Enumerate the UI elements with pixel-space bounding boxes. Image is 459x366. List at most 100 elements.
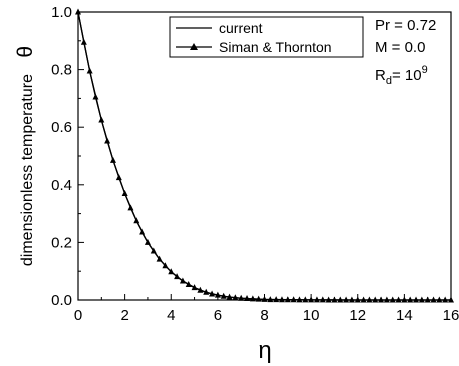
data-point: [308, 296, 315, 303]
data-point: [255, 295, 262, 302]
data-point: [284, 296, 291, 303]
data-point: [80, 38, 87, 45]
data-point: [448, 296, 454, 303]
x-tick-label: 6: [214, 307, 222, 324]
y-tick-label: 0.4: [51, 177, 72, 194]
annotation-rd: Rd= 109: [375, 64, 428, 87]
data-point: [436, 296, 443, 303]
data-point: [319, 296, 326, 303]
annotation-rd-sub: d: [386, 75, 392, 87]
parameter-annotations: Pr = 0.72 M = 0.0 Rd= 109: [375, 17, 436, 87]
data-point: [232, 294, 239, 301]
y-tick-label: 1.0: [51, 4, 72, 21]
data-point: [174, 273, 181, 280]
data-point: [104, 137, 111, 144]
data-point: [109, 156, 116, 163]
data-point: [115, 174, 122, 181]
data-point: [296, 296, 303, 303]
data-point: [226, 293, 233, 300]
data-point: [75, 8, 81, 15]
annotation-m: M = 0.0: [375, 39, 425, 56]
data-point: [430, 296, 437, 303]
data-point: [442, 296, 449, 303]
legend: current Siman & Thornton: [169, 16, 364, 58]
data-point: [424, 296, 431, 303]
annotation-rd-eq: = 10: [392, 67, 422, 84]
data-point: [331, 296, 338, 303]
data-point: [302, 296, 309, 303]
data-point: [133, 217, 140, 224]
data-point: [139, 228, 146, 235]
annotation-pr: Pr = 0.72: [375, 17, 436, 34]
data-point: [378, 296, 385, 303]
data-point: [383, 296, 390, 303]
y-axis-label-text: dimensionless temperature: [19, 74, 36, 266]
data-point: [348, 296, 355, 303]
data-point: [343, 296, 350, 303]
series-layer: [75, 8, 454, 303]
data-point: [121, 189, 128, 196]
data-point: [413, 296, 420, 303]
data-point: [313, 296, 320, 303]
y-axis-label: dimensionless temperature θ: [14, 46, 37, 266]
data-point: [220, 292, 227, 299]
x-tick-label: 16: [443, 307, 459, 324]
data-point: [238, 294, 245, 301]
annotation-rd-base: R: [375, 67, 386, 84]
data-point: [360, 296, 367, 303]
data-point: [191, 284, 198, 291]
data-point: [156, 255, 163, 262]
data-point: [395, 296, 402, 303]
data-point: [185, 280, 192, 287]
data-point: [214, 291, 221, 298]
y-tick-label: 0.2: [51, 234, 72, 251]
data-point: [209, 290, 216, 297]
data-point: [261, 295, 268, 302]
data-point: [325, 296, 332, 303]
annotation-rd-sup: 9: [422, 64, 428, 76]
data-point: [162, 262, 169, 269]
data-point: [150, 247, 157, 254]
data-point: [127, 204, 134, 211]
x-tick-label: 4: [167, 307, 175, 324]
data-point: [197, 286, 204, 293]
data-point: [337, 296, 344, 303]
x-tick-label: 8: [260, 307, 268, 324]
legend-marker-siman-thornton: [190, 43, 198, 50]
legend-label-siman-thornton: Siman & Thornton: [219, 39, 332, 55]
data-point: [401, 296, 408, 303]
x-tick-label: 10: [303, 307, 320, 324]
data-point: [98, 116, 105, 123]
x-tick-label: 12: [349, 307, 366, 324]
y-axis-label-group: dimensionless temperature θ: [14, 46, 37, 266]
data-point: [244, 295, 251, 302]
y-tick-label: 0.0: [51, 292, 72, 309]
x-tick-label: 14: [396, 307, 413, 324]
data-point: [203, 288, 210, 295]
data-point: [144, 238, 151, 245]
legend-box: [169, 16, 364, 58]
data-point: [92, 93, 99, 100]
y-tick-label: 0.6: [51, 119, 72, 136]
data-point: [278, 296, 285, 303]
data-point: [366, 296, 373, 303]
data-point: [168, 268, 175, 275]
data-point: [407, 296, 414, 303]
data-point: [273, 296, 280, 303]
tick-labels: 0 2 4 6 8 10 12 14 16 0.0 0.2 0.4 0.6 0.8 1.0: [51, 4, 459, 324]
data-point: [179, 277, 186, 284]
x-axis-label: η: [258, 337, 271, 364]
x-tick-label: 2: [120, 307, 128, 324]
data-point: [267, 296, 274, 303]
series-siman-thornton: [75, 8, 454, 303]
legend-label-current: current: [219, 20, 263, 36]
x-tick-label: 0: [74, 307, 82, 324]
data-point: [372, 296, 379, 303]
data-point: [418, 296, 425, 303]
data-point: [389, 296, 396, 303]
data-point: [86, 67, 93, 74]
data-point: [249, 295, 256, 302]
y-tick-label: 0.8: [51, 62, 72, 79]
data-point: [354, 296, 361, 303]
